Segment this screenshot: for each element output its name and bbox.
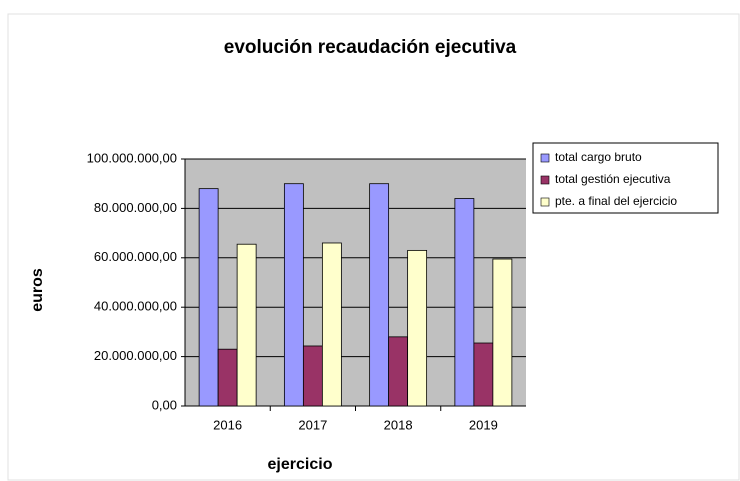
bar <box>454 198 475 407</box>
legend <box>532 142 719 214</box>
y-tick-label: 20.000.000,00 <box>94 348 177 363</box>
bar <box>492 258 513 407</box>
bar <box>369 183 390 407</box>
legend-swatch <box>540 153 550 163</box>
y-tick-label: 40.000.000,00 <box>94 299 177 314</box>
bar <box>302 345 323 407</box>
bar <box>283 183 304 407</box>
legend-label: total gestión ejecutiva <box>555 172 671 186</box>
bar <box>236 243 257 407</box>
legend-label: total cargo bruto <box>555 150 642 164</box>
x-tick-label: 2019 <box>469 417 498 432</box>
y-tick-label: 60.000.000,00 <box>94 249 177 264</box>
x-tick-label: 2016 <box>213 417 242 432</box>
legend-swatch <box>540 175 550 185</box>
x-axis-label: ejercicio <box>268 456 333 473</box>
bar <box>407 249 428 407</box>
x-tick-label: 2018 <box>384 417 413 432</box>
bar <box>321 242 342 407</box>
bar <box>388 336 409 407</box>
y-tick-label: 100.000.000,00 <box>87 150 177 165</box>
y-axis-label: euros <box>29 268 46 312</box>
y-tick-label: 0,00 <box>152 397 177 412</box>
legend-label: pte. a final del ejercicio <box>555 194 677 208</box>
bar <box>217 348 238 407</box>
legend-swatch <box>540 197 550 207</box>
chart-title: evolución recaudación ejecutiva <box>224 37 517 58</box>
bar <box>198 188 219 407</box>
x-tick-label: 2017 <box>298 417 327 432</box>
bar <box>473 342 494 407</box>
y-tick-label: 80.000.000,00 <box>94 200 177 215</box>
